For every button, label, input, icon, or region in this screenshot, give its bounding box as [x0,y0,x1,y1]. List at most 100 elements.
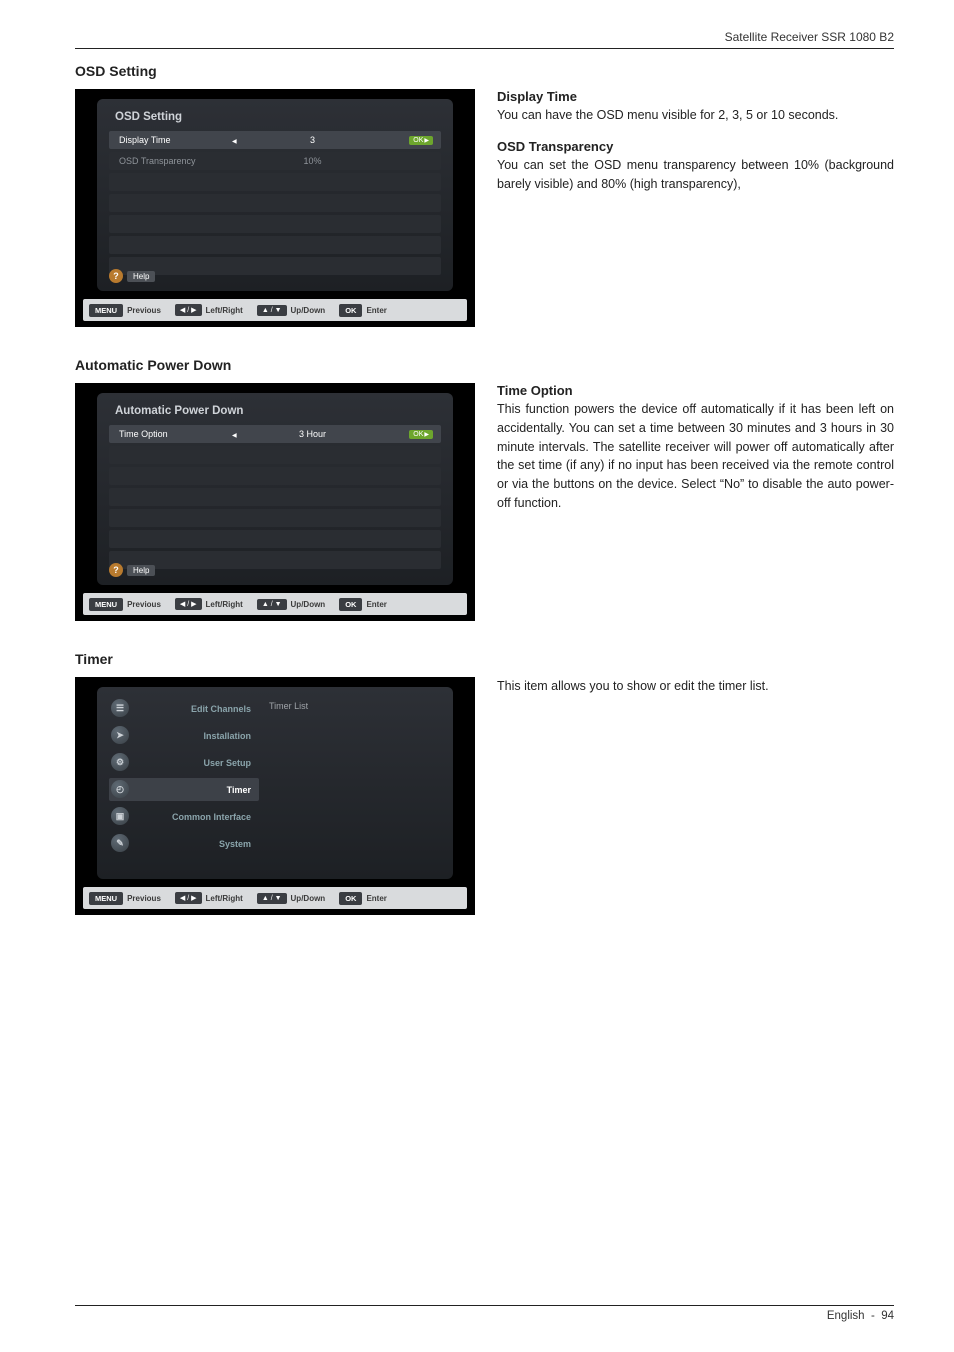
nav-key-lr[interactable]: ◀ / ▶ [175,598,202,610]
help-label: Help [127,565,155,576]
footer-lang: English [827,1310,865,1322]
osd-row-empty [109,488,441,506]
section-title-timer: Timer [75,651,894,667]
ok-badge[interactable]: OK ▶ [409,430,433,439]
osd-nav-bar: MENU Previous ◀ / ▶ Left/Right ▲ / ▼ Up/… [83,887,467,909]
body-osd-transparency: You can set the OSD menu transparency be… [497,156,894,194]
osd-row-label: Time Option [109,429,224,439]
header-rule [75,48,894,49]
nav-label-lr: Left/Right [206,894,243,903]
osd-row-transparency[interactable]: OSD Transparency 10% [109,152,441,170]
menu-subtitle: Timer List [259,697,441,869]
osd-row-value: 10% [224,156,401,166]
nav-label-enter: Enter [366,306,386,315]
nav-key-ud[interactable]: ▲ / ▼ [257,893,287,904]
section-timer: Timer ☰ Edit Channels ➤ Installation [75,651,894,915]
help-row[interactable]: ? Help [109,563,155,577]
nav-key-menu[interactable]: MENU [89,892,123,905]
nav-key-ok[interactable]: OK [339,598,362,611]
nav-label-ud: Up/Down [291,600,326,609]
nav-label-previous: Previous [127,894,161,903]
nav-label-lr: Left/Right [206,306,243,315]
nav-key-ud[interactable]: ▲ / ▼ [257,599,287,610]
menu-item-common-interface[interactable]: ▣ Common Interface [109,805,259,828]
subtitle-display-time: Display Time [497,89,894,104]
help-icon: ? [109,563,123,577]
body-display-time: You can have the OSD menu visible for 2,… [497,106,894,125]
page-footer: English - 94 [75,1310,894,1322]
list-icon: ☰ [111,699,129,717]
menu-item-label: Edit Channels [191,704,251,714]
nav-label-previous: Previous [127,600,161,609]
tool-icon: ✎ [111,834,129,852]
menu-list: ☰ Edit Channels ➤ Installation ⚙ User Se… [109,697,259,869]
gear-icon: ⚙ [111,753,129,771]
osd-row-empty [109,446,441,464]
osd-row-empty [109,530,441,548]
page-header: Satellite Receiver SSR 1080 B2 [75,30,894,48]
osd-row-label: Display Time [109,135,224,145]
nav-key-menu[interactable]: MENU [89,598,123,611]
footer-rule [75,1305,894,1306]
body-timer: This item allows you to show or edit the… [497,677,894,696]
dish-icon: ➤ [111,726,129,744]
chevron-right-icon: ▶ [424,137,429,144]
osd-row-display-time[interactable]: Display Time 3 OK ▶ [109,131,441,149]
section-osd-setting: OSD Setting OSD Setting Display Time 3 O… [75,63,894,327]
menu-item-label: Installation [203,731,251,741]
osd-row-value: 3 Hour [224,429,401,439]
menu-item-label: System [219,839,251,849]
ok-badge-label: OK [413,137,423,144]
subtitle-osd-transparency: OSD Transparency [497,139,894,154]
screenshot-osd-setting: OSD Setting Display Time 3 OK ▶ [75,89,475,327]
body-time-option: This function powers the device off auto… [497,400,894,513]
osd-row-empty [109,551,441,569]
nav-key-lr[interactable]: ◀ / ▶ [175,304,202,316]
nav-key-menu[interactable]: MENU [89,304,123,317]
osd-row-empty [109,509,441,527]
nav-key-ud[interactable]: ▲ / ▼ [257,305,287,316]
osd-row-empty [109,215,441,233]
osd-row-empty [109,467,441,485]
screenshot-apd: Automatic Power Down Time Option 3 Hour … [75,383,475,621]
chevron-right-icon: ▶ [424,431,429,438]
nav-key-lr[interactable]: ◀ / ▶ [175,892,202,904]
help-row[interactable]: ? Help [109,269,155,283]
subtitle-time-option: Time Option [497,383,894,398]
menu-item-timer[interactable]: ◴ Timer [109,778,259,801]
nav-key-ok[interactable]: OK [339,892,362,905]
menu-item-label: Common Interface [172,812,251,822]
nav-label-enter: Enter [366,600,386,609]
nav-label-ud: Up/Down [291,306,326,315]
osd-panel-title: OSD Setting [109,107,441,131]
menu-item-label: User Setup [203,758,251,768]
screenshot-timer: ☰ Edit Channels ➤ Installation ⚙ User Se… [75,677,475,915]
nav-key-ok[interactable]: OK [339,304,362,317]
section-apd: Automatic Power Down Automatic Power Dow… [75,357,894,621]
nav-label-enter: Enter [366,894,386,903]
menu-item-system[interactable]: ✎ System [109,832,259,855]
osd-row-empty [109,257,441,275]
help-label: Help [127,271,155,282]
osd-row-label: OSD Transparency [109,156,224,166]
card-icon: ▣ [111,807,129,825]
osd-row-empty [109,236,441,254]
ok-badge[interactable]: OK ▶ [409,136,433,145]
help-icon: ? [109,269,123,283]
section-title-osd: OSD Setting [75,63,894,79]
menu-item-installation[interactable]: ➤ Installation [109,724,259,747]
osd-row-time-option[interactable]: Time Option 3 Hour OK ▶ [109,425,441,443]
nav-label-ud: Up/Down [291,894,326,903]
osd-panel-title: Automatic Power Down [109,401,441,425]
ok-badge-label: OK [413,431,423,438]
clock-icon: ◴ [111,780,129,798]
footer-page: 94 [881,1310,894,1322]
menu-item-user-setup[interactable]: ⚙ User Setup [109,751,259,774]
osd-nav-bar: MENU Previous ◀ / ▶ Left/Right ▲ / ▼ Up/… [83,299,467,321]
osd-row-empty [109,194,441,212]
menu-item-edit-channels[interactable]: ☰ Edit Channels [109,697,259,720]
menu-item-label: Timer [227,785,251,795]
osd-row-empty [109,173,441,191]
nav-label-previous: Previous [127,306,161,315]
osd-row-value: 3 [224,135,401,145]
